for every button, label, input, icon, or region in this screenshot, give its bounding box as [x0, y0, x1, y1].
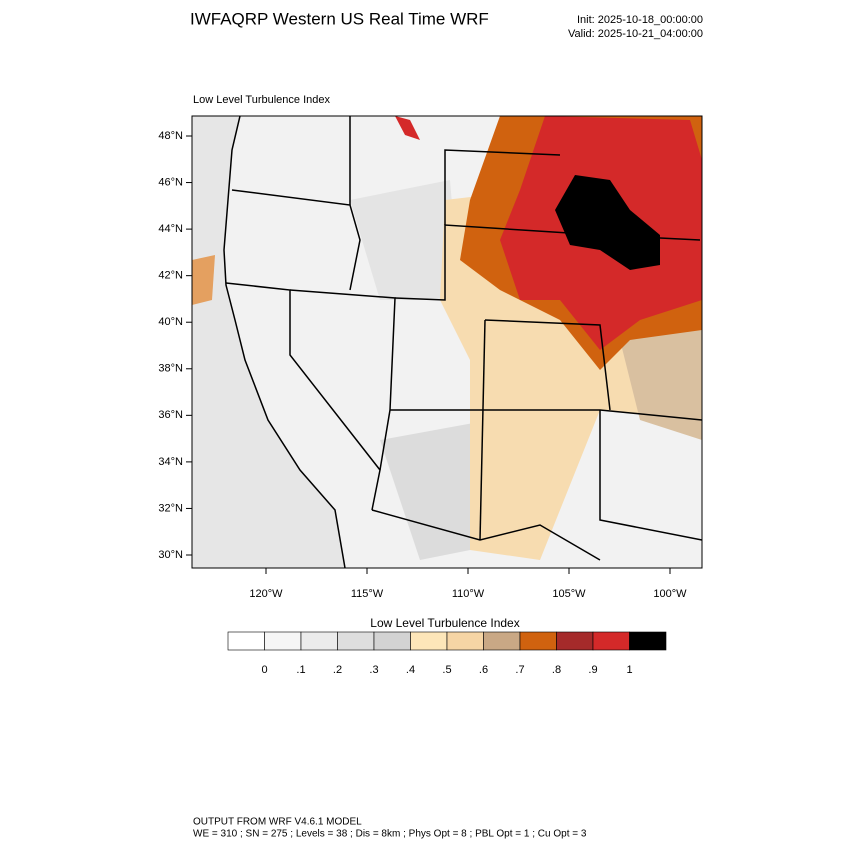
colorbar-label: .2 [333, 664, 342, 676]
lon-label: 115°W [351, 588, 384, 600]
lat-label: 34°N [158, 456, 183, 468]
lon-label: 105°W [552, 588, 586, 600]
lon-label: 100°W [653, 588, 687, 600]
lat-label: 40°N [158, 316, 183, 328]
map-frame [191, 115, 703, 569]
colorbar-title: Low Level Turbulence Index [370, 616, 519, 630]
borders [223, 116, 702, 568]
colorbar-box [519, 631, 557, 651]
colorbar-box [227, 631, 265, 651]
footer-line: OUTPUT FROM WRF V4.6.1 MODEL [193, 817, 362, 828]
colorbar-label: .9 [588, 664, 597, 676]
map [192, 116, 702, 568]
lon-label: 120°W [249, 588, 283, 600]
lat-label: 30°N [158, 549, 183, 561]
colorbar-box [410, 631, 448, 651]
lat-label: 44°N [158, 223, 183, 235]
colorbar-label: .4 [406, 664, 415, 676]
colorbar-box [373, 631, 411, 651]
colorbar-label: .7 [515, 664, 524, 676]
colorbar-box [592, 631, 630, 651]
lat-label: 48°N [158, 130, 183, 142]
colorbar-label: .5 [442, 664, 451, 676]
colorbar-box [446, 631, 484, 651]
colorbar-box [556, 631, 594, 651]
map-title: Low Level Turbulence Index [193, 94, 330, 106]
init-time: Init: 2025-10-18_00:00:00 [577, 14, 703, 26]
footer-line: WE = 310 ; SN = 275 ; Levels = 38 ; Dis … [193, 829, 587, 840]
lat-label: 46°N [158, 176, 183, 188]
colorbar-box [337, 631, 375, 651]
lat-label: 38°N [158, 363, 183, 375]
colorbar-label: 0 [261, 664, 267, 676]
lat-label: 42°N [158, 270, 183, 282]
colorbar-box [483, 631, 521, 651]
valid-time: Valid: 2025-10-21_04:00:00 [568, 28, 703, 40]
colorbar-label: 1 [626, 664, 632, 676]
lon-label: 110°W [452, 588, 485, 600]
colorbar-label: .3 [369, 664, 378, 676]
colorbar-box [629, 631, 667, 651]
lat-label: 36°N [158, 409, 183, 421]
lat-label: 32°N [158, 502, 183, 514]
main-title: IWFAQRP Western US Real Time WRF [190, 9, 489, 28]
colorbar-box [300, 631, 338, 651]
colorbar-label: .8 [552, 664, 561, 676]
colorbar-label: .1 [296, 664, 305, 676]
colorbar-label: .6 [479, 664, 488, 676]
colorbar-box [264, 631, 302, 651]
